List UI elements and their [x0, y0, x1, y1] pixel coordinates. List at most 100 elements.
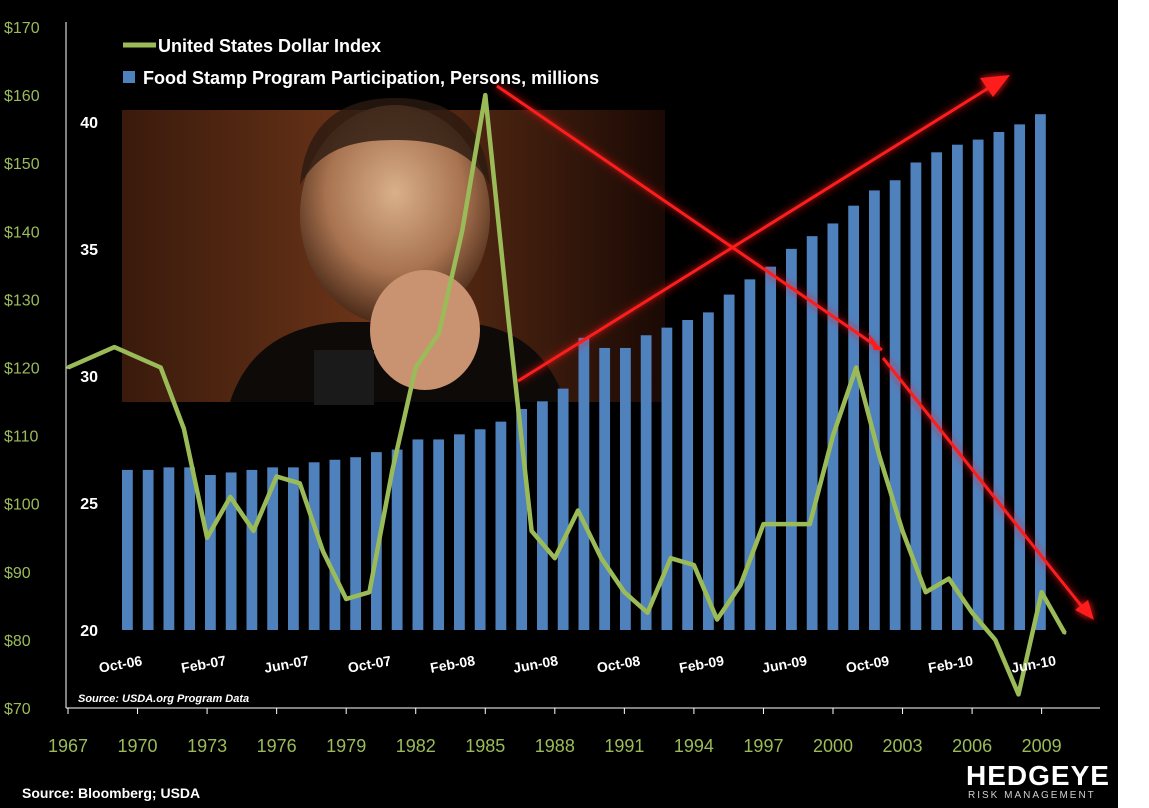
- y-tick-label-dollar: $90: [4, 565, 31, 582]
- dollar-index-point: [901, 529, 905, 533]
- dollar-index-point: [460, 229, 464, 233]
- bar-category-label: Feb-08: [429, 652, 476, 676]
- bar: [703, 312, 714, 630]
- trend-arrowhead-1: [868, 333, 882, 350]
- bar-category-label: Jun-07: [263, 652, 310, 676]
- dollar-index-point: [483, 93, 487, 97]
- trend-arrow-down-2: [881, 357, 1089, 614]
- x-tick-label-year: 1988: [535, 736, 575, 756]
- dollar-index-point: [298, 481, 302, 485]
- y-tick-label-bar: 35: [80, 242, 98, 259]
- bar: [620, 347, 631, 630]
- bar: [578, 337, 590, 630]
- chart-area: $70 $80 $90 $100 $110 $120 $130 $140 $150 $160 $17…: [4, 20, 1100, 756]
- dollar-index-point: [553, 556, 557, 560]
- y-tick-label-dollar: $120: [4, 361, 40, 378]
- x-tick-label-year: 1976: [257, 736, 297, 756]
- bar: [495, 421, 507, 630]
- bar: [931, 152, 943, 631]
- dollar-index-point: [576, 509, 580, 513]
- bar-source-annotation: Source: USDA.org Program Data: [78, 693, 249, 705]
- y-tick-label-dollar: $100: [4, 497, 40, 514]
- bar: [308, 462, 320, 630]
- bar: [350, 457, 362, 630]
- bar-category-label: Oct-06: [98, 652, 144, 675]
- chart-frame: $70 $80 $90 $100 $110 $120 $130 $140 $150 $160 $17…: [0, 0, 1118, 808]
- y-tick-label-dollar: $150: [4, 156, 40, 173]
- bar: [412, 439, 424, 630]
- bar-category-label: Feb-10: [927, 652, 974, 676]
- dollar-index-point: [599, 556, 603, 560]
- dollar-index-point: [831, 434, 835, 438]
- trend-arrow-up: [517, 82, 996, 383]
- bar: [806, 236, 818, 630]
- bar-category-label: Jun-10: [1010, 652, 1057, 676]
- x-tick-label-year: 1985: [465, 736, 505, 756]
- dollar-index-point: [715, 617, 719, 621]
- x-tick-label-year: 1979: [326, 736, 366, 756]
- bar: [640, 335, 652, 630]
- dollar-index-point: [947, 577, 951, 581]
- portrait-photo: [122, 98, 665, 405]
- bar: [454, 434, 465, 630]
- dollar-index-point: [530, 529, 534, 533]
- bar: [682, 320, 694, 630]
- dollar-index-point: [669, 556, 673, 560]
- bar: [952, 144, 963, 630]
- dollar-index-line: [67, 92, 1067, 697]
- dollar-index-point: [182, 427, 186, 431]
- bar: [516, 408, 528, 630]
- bar: [661, 327, 673, 630]
- dollar-index-point: [275, 474, 279, 478]
- hedgeye-tagline: RISK MANAGEMENT: [968, 790, 1096, 801]
- bar: [537, 401, 548, 630]
- axes-labels: $70 $80 $90 $100 $110 $120 $130 $140 $150 $160 $17…: [4, 20, 1062, 756]
- y-tick-label-dollar: $170: [4, 20, 40, 37]
- bar-category-label: Oct-07: [347, 652, 393, 675]
- hedgeye-logo: HEDGEYE: [966, 760, 1110, 791]
- bar: [163, 467, 175, 630]
- dollar-index-point: [854, 366, 858, 369]
- y-tick-label-dollar: $80: [4, 633, 31, 650]
- dollar-index-point: [437, 331, 441, 335]
- dollar-index-point: [321, 549, 325, 553]
- bar: [225, 472, 237, 630]
- bar: [142, 469, 154, 630]
- dollar-index-point: [761, 522, 765, 526]
- trend-arrowhead-2: [1075, 600, 1094, 620]
- bar: [288, 467, 299, 630]
- bar: [246, 469, 258, 630]
- y-tick-label-bar: 25: [80, 496, 98, 513]
- y-tick-label-dollar: $130: [4, 292, 40, 309]
- line-series: [66, 92, 1067, 697]
- y-tick-label-bar: 30: [80, 369, 98, 386]
- legend-bar-swatch: [123, 71, 135, 83]
- dollar-index-point: [877, 454, 881, 458]
- source-caption: Source: Bloomberg; USDA: [22, 785, 201, 801]
- bar-category-label: Jun-09: [761, 652, 808, 676]
- dollar-index-point: [205, 536, 209, 540]
- dollar-index-point: [1016, 692, 1020, 696]
- bar: [786, 248, 797, 630]
- x-tick-label-year: 1970: [118, 736, 158, 756]
- x-tick-label-year: 1994: [674, 736, 714, 756]
- x-tick-label-year: 1991: [604, 736, 644, 756]
- bar: [122, 469, 133, 630]
- dollar-index-point: [924, 590, 928, 594]
- bar-category-label: Feb-09: [678, 652, 725, 676]
- dollar-index-point: [808, 522, 812, 526]
- bar: [329, 459, 341, 630]
- dollar-index-point: [159, 366, 163, 369]
- x-tick-label-year: 1973: [187, 736, 227, 756]
- dollar-index-point: [646, 611, 650, 615]
- y-tick-label-bar: 20: [80, 623, 98, 640]
- bar: [391, 449, 403, 630]
- bar-category-label: Oct-08: [596, 652, 642, 675]
- dollar-index-point: [738, 583, 742, 587]
- bar: [744, 279, 756, 630]
- dollar-index-point: [251, 529, 255, 533]
- y-tick-label-dollar: $70: [4, 701, 31, 718]
- bar: [184, 467, 196, 630]
- bar: [1035, 114, 1046, 631]
- bar: [267, 467, 279, 630]
